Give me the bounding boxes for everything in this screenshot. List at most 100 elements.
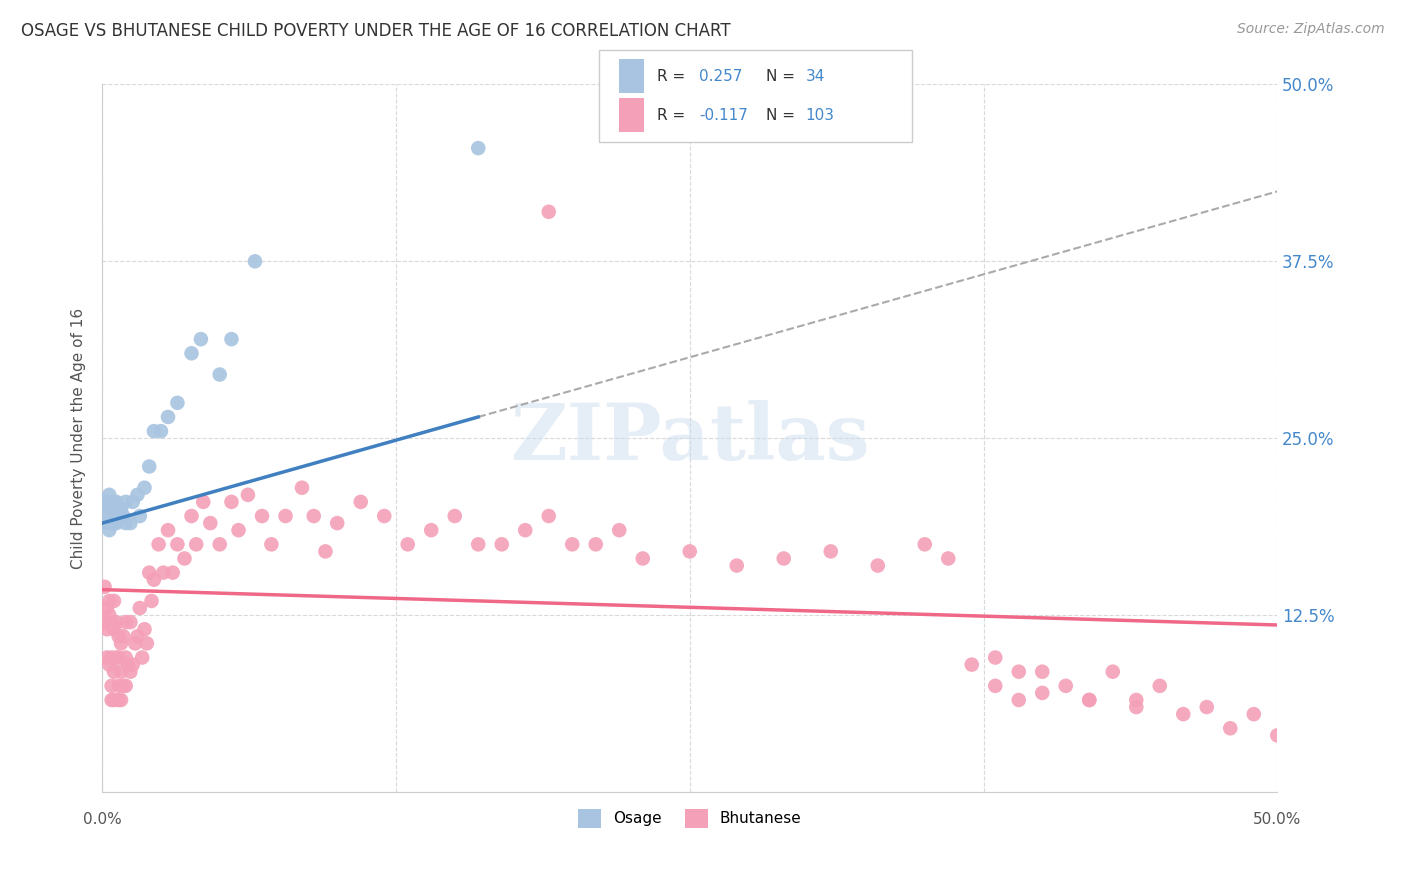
Point: [96, 516, 118, 530]
Point: [984, 650, 1007, 665]
Point: [100, 693, 122, 707]
Point: [221, 495, 243, 509]
Text: N =: N =: [766, 108, 800, 123]
Point: [772, 551, 794, 566]
Point: [960, 657, 983, 672]
Point: [98, 502, 121, 516]
Point: [105, 650, 128, 665]
Point: [114, 516, 136, 530]
Point: [138, 459, 160, 474]
Point: [350, 495, 373, 509]
Point: [110, 636, 132, 650]
Point: [1265, 728, 1288, 742]
Point: [467, 537, 489, 551]
Point: [1243, 707, 1265, 722]
Point: [274, 509, 297, 524]
Text: 0.257: 0.257: [699, 69, 742, 84]
Text: Source: ZipAtlas.com: Source: ZipAtlas.com: [1237, 22, 1385, 37]
Point: [156, 523, 179, 537]
Point: [142, 424, 165, 438]
Point: [96, 622, 118, 636]
Point: [131, 650, 153, 665]
Text: R =: R =: [657, 108, 690, 123]
Point: [120, 615, 142, 629]
Point: [107, 629, 129, 643]
Point: [103, 495, 125, 509]
Point: [112, 679, 135, 693]
Point: [107, 650, 129, 665]
Point: [93, 580, 115, 594]
Point: [1149, 679, 1171, 693]
Point: [180, 509, 202, 524]
Legend: Osage, Bhutanese: Osage, Bhutanese: [572, 803, 807, 834]
Point: [105, 495, 128, 509]
Point: [166, 537, 188, 551]
Point: [302, 509, 325, 524]
Point: [103, 516, 125, 530]
Point: [100, 615, 122, 629]
Text: -0.117: -0.117: [699, 108, 748, 123]
Point: [128, 601, 150, 615]
Point: [1008, 693, 1031, 707]
Point: [117, 657, 139, 672]
Point: [491, 537, 513, 551]
Point: [114, 495, 136, 509]
Text: 34: 34: [806, 69, 825, 84]
Point: [186, 537, 208, 551]
Point: [208, 368, 231, 382]
Point: [114, 650, 136, 665]
Point: [1031, 665, 1053, 679]
Point: [96, 495, 118, 509]
Point: [93, 509, 115, 524]
Point: [243, 254, 266, 268]
Text: 103: 103: [806, 108, 835, 123]
Point: [121, 495, 143, 509]
Point: [98, 523, 121, 537]
Point: [112, 629, 135, 643]
Point: [110, 502, 132, 516]
Point: [1125, 693, 1147, 707]
Point: [112, 509, 135, 524]
Point: [396, 537, 419, 551]
Point: [127, 488, 149, 502]
Point: [1173, 707, 1195, 722]
Point: [103, 622, 125, 636]
Point: [96, 601, 118, 615]
Point: [467, 141, 489, 155]
Point: [110, 693, 132, 707]
Text: ZIPatlas: ZIPatlas: [510, 401, 869, 476]
Point: [127, 629, 149, 643]
Point: [107, 693, 129, 707]
Point: [585, 537, 607, 551]
Point: [120, 516, 142, 530]
Point: [221, 332, 243, 346]
Point: [984, 679, 1007, 693]
Point: [173, 551, 195, 566]
Point: [1031, 686, 1053, 700]
Point: [124, 636, 146, 650]
Point: [420, 523, 443, 537]
Point: [515, 523, 537, 537]
Point: [326, 516, 349, 530]
Point: [1078, 693, 1101, 707]
Point: [98, 657, 121, 672]
Point: [148, 537, 170, 551]
Point: [120, 665, 142, 679]
Point: [820, 544, 842, 558]
Point: [200, 516, 222, 530]
Point: [537, 509, 560, 524]
Point: [152, 566, 174, 580]
Point: [105, 516, 128, 530]
Point: [373, 509, 395, 524]
Point: [135, 636, 157, 650]
Point: [98, 594, 121, 608]
Text: N =: N =: [766, 69, 800, 84]
Point: [114, 679, 136, 693]
Point: [1125, 700, 1147, 714]
Point: [193, 495, 215, 509]
Point: [914, 537, 936, 551]
Point: [110, 665, 132, 679]
Point: [105, 615, 128, 629]
Point: [866, 558, 889, 573]
Point: [314, 544, 336, 558]
